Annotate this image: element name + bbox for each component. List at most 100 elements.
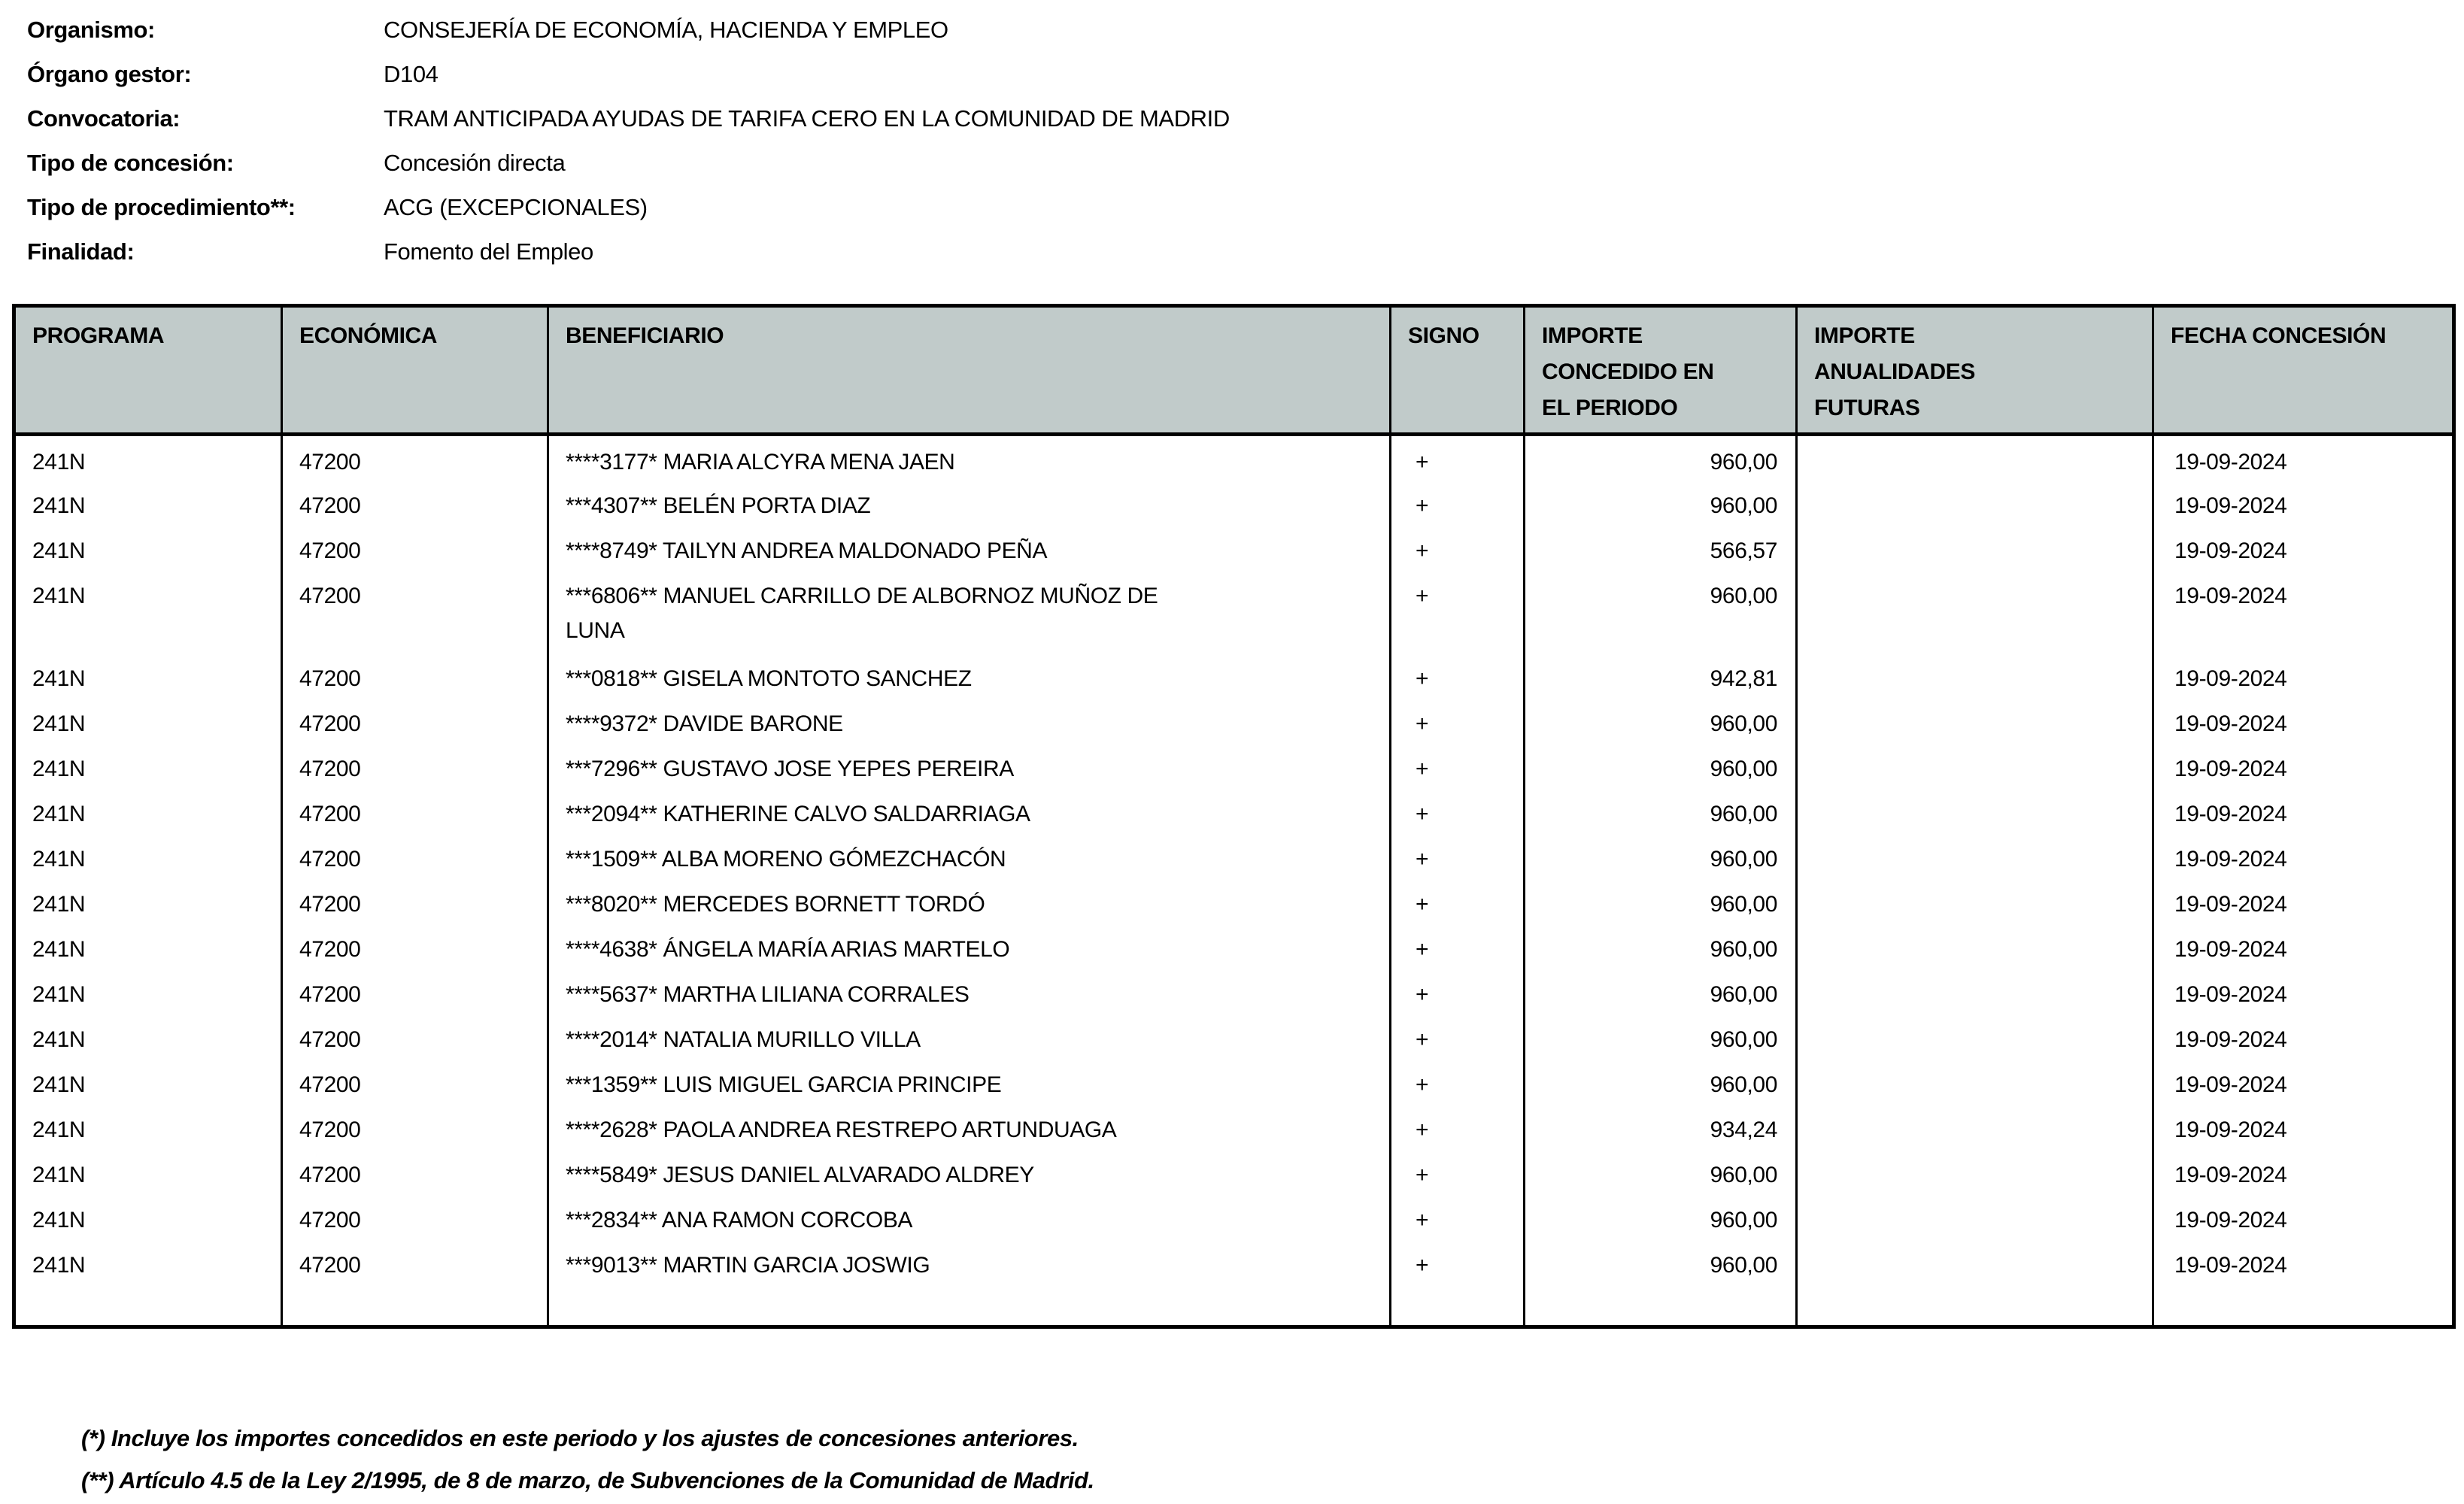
cell-programa: 241N: [32, 666, 86, 691]
meta-row-tipo-concesion: Tipo de concesión: Concesión directa: [27, 150, 2464, 194]
cell-fecha: 19-09-2024: [2152, 570, 2454, 653]
cell-importe_futuras: [1795, 969, 2153, 1014]
table-row: 241N 47200 ***1509** ALBA MORENO GÓMEZCHAC…: [14, 833, 2454, 878]
cell-importe_futuras: [1795, 1239, 2153, 1284]
meta-label: Tipo de concesión:: [27, 150, 234, 176]
cell-importe_futuras: [1795, 1059, 2153, 1104]
cell-importe_periodo: 960,00: [1523, 434, 1797, 480]
cell-importe_periodo: 960,00: [1523, 480, 1797, 525]
cell-importe_futuras: [1795, 1194, 2153, 1239]
cell-signo: +: [1389, 525, 1525, 570]
meta-label: Tipo de procedimiento**:: [27, 194, 296, 220]
cell-beneficiario: ***0818** GISELA MONTOTO SANCHEZ: [547, 653, 1391, 698]
cell-programa: 241N: [32, 1072, 86, 1097]
cell-importe_periodo: 960,00: [1523, 1194, 1797, 1239]
table-row: 241N 47200 ***0818** GISELA MONTOTO SANCHE…: [14, 653, 2454, 698]
cell-programa: 241N: [32, 711, 86, 736]
cell-signo: +: [1389, 570, 1525, 653]
column-header-importe-futuras: IMPORTE ANUALIDADES FUTURAS: [1795, 305, 2153, 436]
cell-economica: 47200: [281, 833, 548, 878]
cell-signo: +: [1389, 788, 1525, 833]
meta-row-finalidad: Finalidad: Fomento del Empleo: [27, 238, 2464, 283]
cell-beneficiario: ****2628* PAOLA ANDREA RESTREPO ARTUNDUA…: [547, 1104, 1391, 1149]
table-row: 241N 47200 ***1359** LUIS MIGUEL GARCIA PR…: [14, 1059, 2454, 1104]
cell-fecha: 19-09-2024: [2152, 1194, 2454, 1239]
cell-beneficiario: ****3177* MARIA ALCYRA MENA JAEN: [547, 434, 1391, 480]
cell-beneficiario: ***1509** ALBA MORENO GÓMEZCHACÓN: [547, 833, 1391, 878]
table-row: 241N 47200 ****3177* MARIA ALCYRA MENA JAE…: [14, 434, 2454, 480]
cell-importe_periodo: 960,00: [1523, 1014, 1797, 1059]
cell-beneficiario: ***6806** MANUEL CARRILLO DE ALBORNOZ MU…: [547, 570, 1391, 653]
cell-economica: 47200: [281, 923, 548, 969]
table-row: 241N 47200 ****9372* DAVIDE BARONE +960,00 1…: [14, 698, 2454, 743]
cell-fecha: 19-09-2024: [2152, 1239, 2454, 1284]
meta-label: Órgano gestor:: [27, 61, 192, 87]
cell-programa: 241N: [32, 450, 86, 475]
cell-beneficiario: ****2014* NATALIA MURILLO VILLA: [547, 1014, 1391, 1059]
cell-fecha: 19-09-2024: [2152, 743, 2454, 788]
table-row: 241N 47200 ****5637* MARTHA LILIANA CORRAL…: [14, 969, 2454, 1014]
cell-economica: 47200: [281, 1059, 548, 1104]
cell-importe_periodo: 960,00: [1523, 743, 1797, 788]
table-row: 241N 47200 ***7296** GUSTAVO JOSE YEPES PE…: [14, 743, 2454, 788]
column-header-signo: SIGNO: [1389, 305, 1525, 436]
table-row: 241N 47200 ***9013** MARTIN GARCIA JOSWIG +…: [14, 1239, 2454, 1284]
cell-fecha: 19-09-2024: [2152, 434, 2454, 480]
cell-importe_futuras: [1795, 1014, 2153, 1059]
filler-cell: [1389, 1284, 1525, 1327]
cell-economica: 47200: [281, 1104, 548, 1149]
cell-economica: 47200: [281, 969, 548, 1014]
cell-importe_futuras: [1795, 653, 2153, 698]
cell-importe_futuras: [1795, 833, 2153, 878]
cell-importe_periodo: 960,00: [1523, 570, 1797, 653]
cell-fecha: 19-09-2024: [2152, 1149, 2454, 1194]
cell-importe_futuras: [1795, 570, 2153, 653]
cell-fecha: 19-09-2024: [2152, 698, 2454, 743]
filler-cell: [14, 1284, 282, 1327]
cell-economica: 47200: [281, 878, 548, 923]
footnotes: (*) Incluye los importes concedidos en e…: [81, 1418, 2464, 1502]
cell-economica: 47200: [281, 434, 548, 480]
cell-fecha: 19-09-2024: [2152, 1014, 2454, 1059]
header-row: PROGRAMA ECONÓMICA BENEFICIARIO SIGNO IM…: [14, 305, 2454, 436]
cell-programa: 241N: [32, 1027, 86, 1052]
cell-economica: 47200: [281, 525, 548, 570]
cell-economica: 47200: [281, 480, 548, 525]
cell-importe_futuras: [1795, 698, 2153, 743]
cell-signo: +: [1389, 434, 1525, 480]
cell-importe_futuras: [1795, 743, 2153, 788]
cell-signo: +: [1389, 969, 1525, 1014]
cell-beneficiario: ***7296** GUSTAVO JOSE YEPES PEREIRA: [547, 743, 1391, 788]
cell-signo: +: [1389, 1014, 1525, 1059]
cell-programa: 241N: [32, 757, 86, 781]
cell-importe_periodo: 960,00: [1523, 1239, 1797, 1284]
cell-importe_periodo: 960,00: [1523, 833, 1797, 878]
meta-value: CONSEJERÍA DE ECONOMÍA, HACIENDA Y EMPLE…: [384, 17, 948, 43]
cell-signo: +: [1389, 1149, 1525, 1194]
cell-importe_futuras: [1795, 434, 2153, 480]
cell-signo: +: [1389, 923, 1525, 969]
cell-beneficiario: ****9372* DAVIDE BARONE: [547, 698, 1391, 743]
cell-programa: 241N: [32, 1253, 86, 1278]
cell-fecha: 19-09-2024: [2152, 833, 2454, 878]
column-header-fecha: FECHA CONCESIÓN: [2152, 305, 2454, 436]
cell-signo: +: [1389, 653, 1525, 698]
cell-importe_periodo: 566,57: [1523, 525, 1797, 570]
cell-programa: 241N: [32, 1163, 86, 1187]
meta-label: Convocatoria:: [27, 105, 181, 132]
cell-fecha: 19-09-2024: [2152, 923, 2454, 969]
cell-fecha: 19-09-2024: [2152, 788, 2454, 833]
column-header-importe-periodo: IMPORTE CONCEDIDO EN EL PERIODO: [1523, 305, 1797, 436]
meta-value: ACG (EXCEPCIONALES): [384, 194, 648, 220]
cell-signo: +: [1389, 743, 1525, 788]
filler-cell: [547, 1284, 1391, 1327]
cell-programa: 241N: [32, 802, 86, 826]
table-filler-row: [14, 1284, 2454, 1327]
cell-importe_futuras: [1795, 525, 2153, 570]
cell-importe_periodo: 942,81: [1523, 653, 1797, 698]
cell-importe_periodo: 960,00: [1523, 698, 1797, 743]
footnote-periodo: (*) Incluye los importes concedidos en e…: [81, 1424, 1079, 1451]
cell-signo: +: [1389, 1104, 1525, 1149]
table-row: 241N 47200 ****2014* NATALIA MURILLO VILLA…: [14, 1014, 2454, 1059]
